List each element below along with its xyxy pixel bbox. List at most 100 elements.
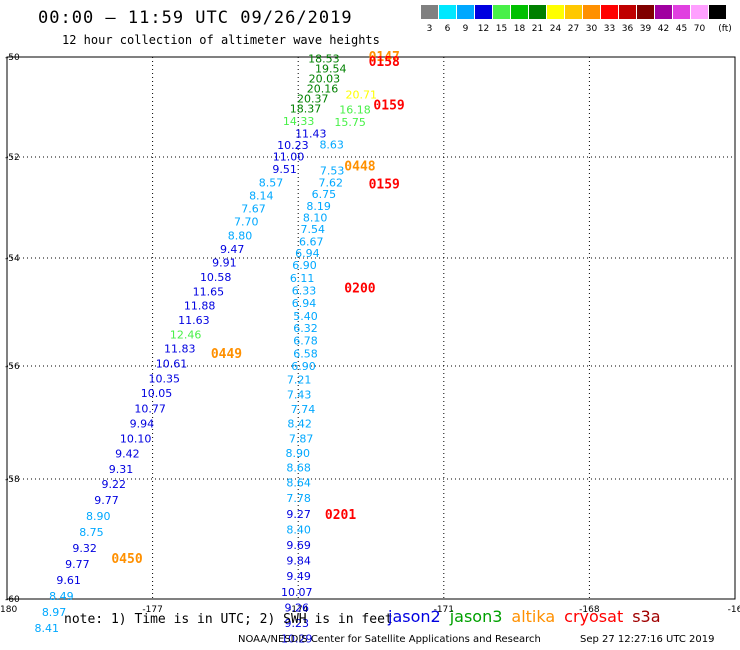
color-swatch — [601, 5, 618, 19]
color-scale-label: 6 — [444, 24, 451, 34]
wave-height-value: 7.74 — [291, 403, 316, 416]
wave-height-value: 9.91 — [212, 256, 237, 269]
lat-lon-grid — [6, 56, 736, 600]
color-scale-label: 12 — [477, 24, 490, 34]
lon-tick-label: -174 — [288, 605, 309, 615]
wave-height-value: 6.90 — [291, 360, 316, 373]
lat-tick-label: -60 — [5, 595, 20, 605]
color-scale-label: 42 — [657, 24, 670, 34]
wave-height-value: 8.97 — [42, 606, 67, 619]
wave-height-value: 8.80 — [228, 229, 253, 242]
wave-height-value: 20.03 — [309, 73, 341, 86]
color-scale-label: 27 — [567, 24, 580, 34]
wave-height-value: 9.26 — [284, 601, 309, 614]
wave-height-value: 8.40 — [286, 523, 311, 536]
wave-height-value: 9.94 — [130, 418, 155, 431]
lon-tick-label: -168 — [579, 605, 600, 615]
wave-height-value: 14.33 — [283, 115, 315, 128]
wave-height-value: 7.62 — [318, 176, 343, 189]
color-scale-label: 3 — [426, 24, 433, 34]
wave-height-value: 9.23 — [284, 617, 309, 630]
lon-tick-label: -180 — [0, 605, 17, 615]
wave-height-value: 10.23 — [277, 139, 309, 152]
wave-height-value: 16.18 — [339, 104, 371, 117]
wave-height-value: 8.19 — [306, 200, 331, 213]
lon-tick-label: -16 — [728, 605, 740, 615]
wave-height-value: 9.27 — [286, 508, 311, 521]
wave-height-value: 11.83 — [164, 343, 196, 356]
color-swatch — [583, 5, 600, 19]
wave-height-value: 11.88 — [184, 300, 216, 313]
wave-height-value: 5.40 — [293, 310, 318, 323]
wave-height-value: 18.37 — [290, 103, 322, 116]
color-swatch — [475, 5, 492, 19]
wave-height-value: 6.78 — [293, 335, 318, 348]
color-swatch — [673, 5, 690, 19]
lat-tick-label: -58 — [5, 475, 20, 485]
color-swatch — [619, 5, 636, 19]
axis-tick-labels: -180 -177 -174 -171 -168 -16 -50 -52 -54 -56 -58 -6… — [0, 53, 740, 615]
wave-height-value: 9.69 — [286, 539, 311, 552]
wave-height-value: 6.94 — [292, 297, 317, 310]
color-swatch — [637, 5, 654, 19]
wave-height-value: 8.10 — [303, 212, 328, 225]
wave-height-value: 9.47 — [220, 243, 245, 256]
wave-height-value: 10.29 — [281, 633, 313, 646]
color-scale-label: 21 — [531, 24, 544, 34]
color-swatch — [547, 5, 564, 19]
wave-height-value: 8.41 — [35, 622, 60, 635]
color-scale-label: 24 — [549, 24, 562, 34]
color-swatch — [439, 5, 456, 19]
color-scale-label: 18 — [513, 24, 526, 34]
wave-height-value: 11.00 — [273, 151, 305, 164]
wave-height-value: 6.90 — [292, 259, 317, 272]
color-scale-label: 36 — [621, 24, 634, 34]
color-scale-unit: (ft) — [718, 24, 732, 34]
wave-height-value: 9.32 — [72, 542, 97, 555]
wave-height-value: 6.32 — [293, 322, 318, 335]
wave-height-value: 6.33 — [292, 284, 317, 297]
satellite-jason2: jason2 — [388, 607, 441, 626]
color-swatch — [655, 5, 672, 19]
lat-tick-label: -52 — [5, 153, 20, 163]
footer-note: note: 1) Time is in UTC; 2) SWH is in fe… — [64, 612, 393, 627]
satellite-jason3: jason3 — [449, 607, 503, 626]
wave-height-value: 8.57 — [259, 176, 284, 189]
wave-height-value: 15.75 — [334, 116, 366, 129]
wave-height-value: 8.63 — [319, 139, 344, 152]
wave-height-value: 10.77 — [134, 402, 166, 415]
wave-height-value: 11.43 — [295, 128, 327, 141]
map-frame — [6, 56, 736, 600]
wave-height-value: 11.63 — [178, 314, 210, 327]
wave-height-value: 11.65 — [193, 285, 225, 298]
wave-height-value: 9.61 — [56, 574, 81, 587]
wave-height-value: 7.43 — [287, 388, 312, 401]
wave-height-value: 8.49 — [49, 590, 74, 603]
color-swatch — [709, 5, 726, 19]
wave-height-value: 6.75 — [312, 188, 337, 201]
wave-height-value: 7.54 — [301, 223, 326, 236]
satellite-altika: altika — [511, 607, 556, 626]
pass-time-label: 0159 — [373, 99, 404, 114]
wave-height-value: 7.21 — [287, 374, 312, 387]
wave-height-value: 9.42 — [115, 448, 140, 461]
wave-height-value: 10.07 — [281, 586, 313, 599]
color-scale-label: 33 — [603, 24, 616, 34]
footer-credit: NOAA/NESDIS Center for Satellite Applica… — [238, 634, 541, 645]
wave-height-value: 6.58 — [293, 348, 318, 361]
color-swatch — [511, 5, 528, 19]
wave-height-value: 9.31 — [109, 463, 134, 476]
lon-tick-label: -177 — [142, 605, 162, 615]
wave-height-value: 20.16 — [307, 83, 339, 96]
wave-height-value: 6.67 — [299, 235, 324, 248]
color-scale-label: 70 — [693, 24, 706, 34]
pass-time-label: 0159 — [369, 177, 400, 192]
wave-height-value: 7.78 — [286, 492, 311, 505]
wave-height-value: 20.37 — [297, 93, 329, 106]
lon-tick-label: -171 — [434, 605, 454, 615]
wave-height-value: 8.90 — [86, 510, 111, 523]
color-swatch — [493, 5, 510, 19]
wave-height-value: 9.84 — [286, 555, 311, 568]
wave-height-value: 7.87 — [289, 432, 314, 445]
